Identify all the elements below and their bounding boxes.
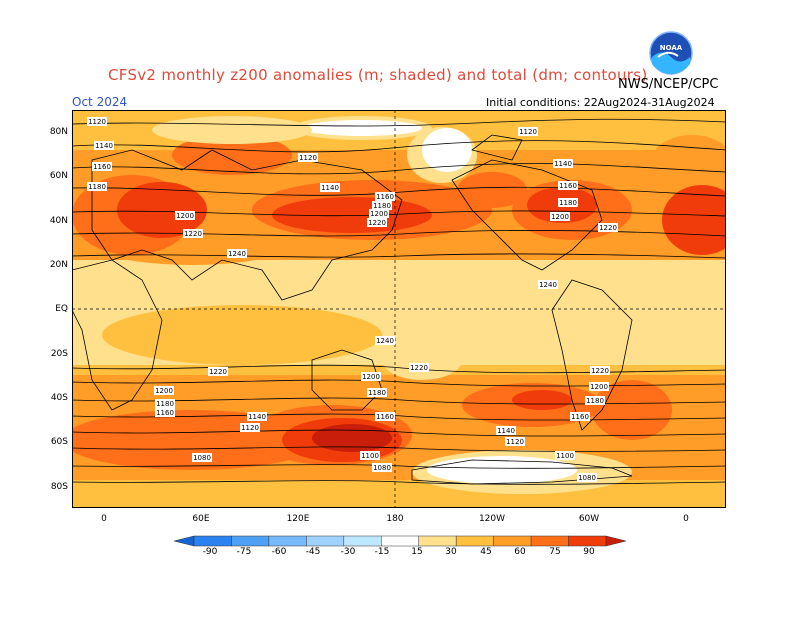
contour-label: 1240 bbox=[228, 250, 246, 258]
colorbar-segment bbox=[268, 535, 307, 547]
contour-label: 1200 bbox=[590, 383, 608, 391]
contour-label: 1120 bbox=[241, 424, 259, 432]
contour-label: 1080 bbox=[578, 474, 596, 482]
colorbar bbox=[174, 535, 626, 547]
contour-label: 1100 bbox=[361, 452, 379, 460]
contour-label: 1220 bbox=[591, 367, 609, 375]
colorbar-segment bbox=[568, 535, 607, 547]
contour-label: 1220 bbox=[599, 224, 617, 232]
lat-label: 40N bbox=[49, 216, 68, 226]
lon-label: 180 bbox=[386, 514, 404, 524]
forecast-month: Oct 2024 bbox=[72, 95, 128, 109]
contour-label: 1200 bbox=[155, 387, 173, 395]
contour-label: 1220 bbox=[368, 219, 386, 227]
contour-label: 1120 bbox=[299, 154, 317, 162]
colorbar-segment bbox=[605, 535, 626, 547]
contour-label: 1160 bbox=[156, 409, 174, 417]
contour-label: 1200 bbox=[551, 213, 569, 221]
lon-label: 0 bbox=[683, 514, 689, 524]
lat-label: 60S bbox=[50, 437, 68, 447]
lon-label: 0 bbox=[101, 514, 107, 524]
colorbar-segment bbox=[493, 535, 532, 547]
colorbar-tick: 30 bbox=[445, 547, 457, 557]
contour-label: 1200 bbox=[370, 210, 388, 218]
colorbar-tick: 75 bbox=[549, 547, 561, 557]
contour-label: 1180 bbox=[156, 400, 174, 408]
lon-label: 60W bbox=[578, 514, 600, 524]
contour-label: 1140 bbox=[497, 427, 515, 435]
contour-label: 1180 bbox=[586, 397, 604, 405]
contour-label: 1160 bbox=[376, 413, 394, 421]
contour-label: 1160 bbox=[93, 163, 111, 171]
colorbar-tick: -30 bbox=[340, 547, 356, 557]
contour-label: 1220 bbox=[209, 368, 227, 376]
noaa-logo-icon: NOAA bbox=[649, 31, 693, 75]
contour-label: 1240 bbox=[539, 281, 557, 289]
colorbar-segments bbox=[174, 535, 626, 547]
colorbar-segment bbox=[530, 535, 569, 547]
contour-label: 1080 bbox=[193, 454, 211, 462]
contour-label: 1180 bbox=[559, 199, 577, 207]
chart-title: CFSv2 monthly z200 anomalies (m; shaded)… bbox=[108, 66, 648, 84]
lon-label: 120E bbox=[286, 514, 310, 524]
colorbar-tick: -45 bbox=[305, 547, 321, 557]
lat-label: 20S bbox=[50, 349, 68, 359]
lat-label: EQ bbox=[55, 304, 68, 314]
colorbar-tick: 60 bbox=[514, 547, 526, 557]
colorbar-tick: -75 bbox=[236, 547, 252, 557]
contour-label: 1140 bbox=[554, 160, 572, 168]
contour-label: 1160 bbox=[559, 182, 577, 190]
contour-label: 1140 bbox=[248, 413, 266, 421]
colorbar-segment bbox=[193, 535, 232, 547]
agency-label: NWS/NCEP/CPC bbox=[618, 77, 719, 92]
contour-label: 1220 bbox=[184, 230, 202, 238]
colorbar-tick: -15 bbox=[374, 547, 390, 557]
contour-label: 1100 bbox=[556, 452, 574, 460]
contour-label: 1140 bbox=[95, 142, 113, 150]
colorbar-segment bbox=[174, 535, 195, 547]
colorbar-segment bbox=[418, 535, 457, 547]
coastlines bbox=[72, 134, 633, 485]
lat-label: 40S bbox=[50, 393, 68, 403]
contour-label: 1080 bbox=[373, 464, 391, 472]
contour-label: 1200 bbox=[176, 212, 194, 220]
lat-label: 60N bbox=[49, 171, 68, 181]
map-panel: 1120 1140 1160 1180 1200 1220 1240 1120 … bbox=[72, 110, 726, 508]
colorbar-segment bbox=[343, 535, 382, 547]
contour-label: 1180 bbox=[368, 389, 386, 397]
contour-label: 1240 bbox=[376, 337, 394, 345]
colorbar-segment bbox=[455, 535, 494, 547]
map-frame bbox=[72, 110, 726, 508]
colorbar-tick: -90 bbox=[202, 547, 218, 557]
contour-label: 1160 bbox=[571, 413, 589, 421]
lat-label: 80N bbox=[49, 127, 68, 137]
contour-label: 1120 bbox=[519, 128, 537, 136]
contour-label: 1200 bbox=[362, 373, 380, 381]
lon-label: 60E bbox=[192, 514, 210, 524]
colorbar-tick: -60 bbox=[271, 547, 287, 557]
contour-label: 1160 bbox=[376, 193, 394, 201]
colorbar-tick: 15 bbox=[411, 547, 423, 557]
initial-conditions: Initial conditions: 22Aug2024-31Aug2024 bbox=[486, 96, 715, 109]
contour-label: 1180 bbox=[373, 202, 391, 210]
lat-label: 80S bbox=[50, 482, 68, 492]
colorbar-segment bbox=[381, 535, 419, 547]
contour-label: 1220 bbox=[410, 364, 428, 372]
colorbar-tick: 45 bbox=[480, 547, 492, 557]
colorbar-segment bbox=[306, 535, 345, 547]
colorbar-tick: 90 bbox=[583, 547, 595, 557]
contour-label: 1120 bbox=[506, 438, 524, 446]
lat-label: 20N bbox=[49, 260, 68, 270]
contour-label: 1120 bbox=[88, 118, 106, 126]
noaa-logo-text: NOAA bbox=[660, 44, 683, 52]
contour-label-group: 1120 1140 1160 1180 1200 1220 1240 1120 … bbox=[87, 117, 618, 482]
colorbar-segment bbox=[231, 535, 270, 547]
contour-label: 1140 bbox=[321, 184, 339, 192]
lon-label: 120W bbox=[478, 514, 506, 524]
contour-label: 1180 bbox=[88, 183, 106, 191]
contour-lines bbox=[72, 118, 726, 485]
